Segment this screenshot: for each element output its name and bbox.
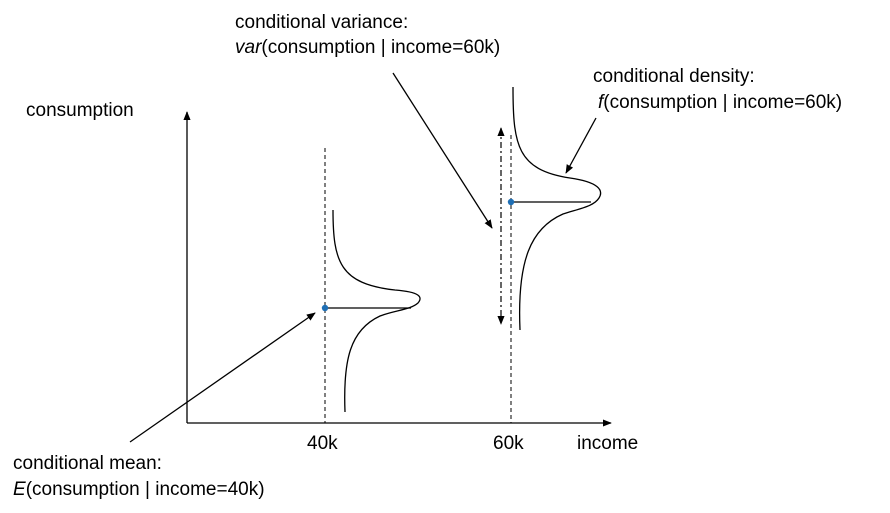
mean-label-line1: conditional mean: bbox=[13, 453, 162, 474]
x-axis-label: income bbox=[577, 433, 638, 454]
mean-callout-arrow bbox=[129, 312, 316, 443]
variance-callout-arrow bbox=[392, 72, 493, 229]
variance-func: var bbox=[235, 37, 262, 58]
mean-point-40k bbox=[321, 304, 329, 312]
variance-label-line2: var(consumption | income=60k) bbox=[235, 37, 500, 58]
density-label-line2: f(consumption | income=60k) bbox=[598, 92, 842, 113]
tick-label-60k: 60k bbox=[493, 433, 524, 454]
variance-args: (consumption | income=60k) bbox=[261, 37, 500, 58]
density-curve-40k bbox=[332, 209, 421, 413]
density-curve-60k bbox=[512, 86, 602, 331]
mean-args: (consumption | income=40k) bbox=[26, 479, 265, 500]
mean-label-line2: E(consumption | income=40k) bbox=[13, 479, 265, 500]
density-args: (consumption | income=60k) bbox=[603, 92, 842, 113]
variance-label-line1: conditional variance: bbox=[235, 12, 408, 33]
density-label-line1: conditional density: bbox=[593, 66, 755, 87]
density-func: f bbox=[598, 92, 605, 113]
y-axis-label: consumption bbox=[26, 100, 134, 121]
mean-point-60k bbox=[507, 198, 515, 206]
density-callout-arrow bbox=[565, 117, 597, 174]
tick-label-40k: 40k bbox=[307, 433, 338, 454]
mean-func: E bbox=[13, 479, 26, 500]
